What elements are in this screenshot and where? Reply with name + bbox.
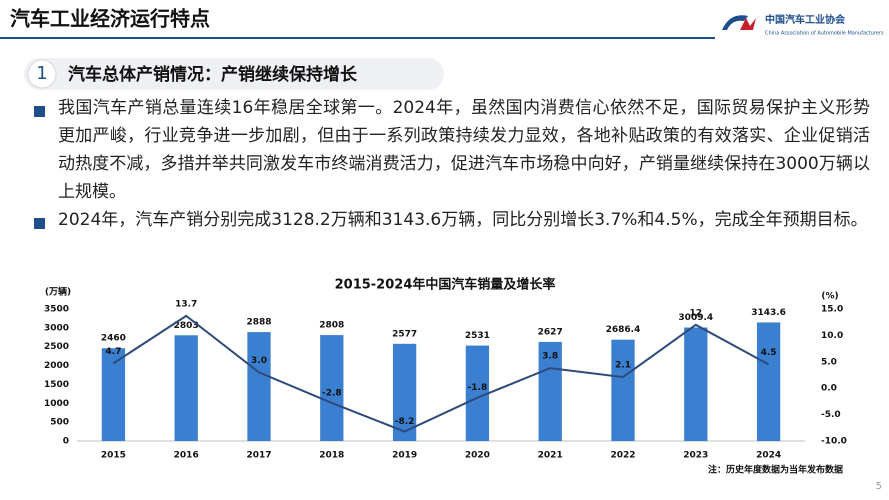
bar	[247, 332, 271, 441]
y2-tick-label: -5.0	[821, 410, 841, 420]
org-name-en: China Association of Automobile Manufact…	[765, 31, 884, 37]
bullet-marker	[34, 106, 45, 117]
logo-mark	[722, 15, 748, 30]
bar	[684, 327, 708, 441]
line-value-label: 4.5	[761, 348, 777, 358]
bar	[392, 343, 417, 441]
bar-value-label: 2888	[246, 318, 271, 328]
x-tick-label: 2021	[538, 451, 563, 461]
slide-title: 汽车工业经济运行特点	[10, 7, 210, 31]
bar-value-label: 2531	[465, 331, 490, 341]
org-name: 中国汽车工业协会	[765, 13, 845, 26]
bar-value-label: 2686.4	[606, 325, 641, 335]
line-value-label: 12	[690, 308, 703, 318]
section-title: 汽车总体产销情况：产销继续保持增长	[68, 64, 358, 85]
line-value-label: -2.8	[322, 388, 342, 398]
y2-tick-label: 0.0	[821, 384, 837, 394]
y-tick-label: 0	[63, 437, 69, 447]
line	[112, 314, 770, 433]
page-number: 5	[876, 481, 882, 492]
y-tick-label: 1500	[44, 380, 69, 390]
line-value-label: 2.1	[615, 361, 631, 371]
bullet-text: 我国汽车产销总量连续16年稳居全球第一。2024年，虽然国内消费信心依然不足，国…	[58, 98, 870, 202]
y2-tick-label: -10.0	[821, 437, 847, 447]
line-value-label: 3.0	[251, 356, 267, 366]
y2-tick-label: 10.0	[821, 331, 843, 341]
section-badge	[27, 59, 57, 89]
y-tick-label: 1000	[44, 399, 69, 409]
chart-title: 2015-2024年中国汽车销量及增长率	[335, 277, 556, 293]
line-value-label: -8.2	[395, 417, 415, 427]
section-number: 1	[36, 63, 47, 84]
chart-note: 注：历史年度数据为当年发布数据	[708, 464, 843, 476]
line-value-label: -1.8	[468, 383, 488, 393]
y-tick-label: 3500	[44, 305, 69, 315]
y-tick-label: 2500	[44, 342, 69, 352]
bar-value-label: 2627	[538, 327, 563, 337]
bar	[320, 335, 344, 441]
logo-mark	[740, 18, 756, 30]
line-value-label: 13.7	[175, 299, 197, 309]
x-tick-label: 2015	[101, 451, 126, 461]
x-tick-label: 2017	[246, 451, 271, 461]
bar-value-label: 2460	[101, 334, 126, 344]
line-value-label: 4.7	[105, 347, 121, 357]
x-tick-label: 2023	[683, 451, 708, 461]
bar	[101, 348, 126, 441]
bar	[465, 345, 490, 441]
bullet-marker	[34, 218, 45, 229]
bar	[611, 339, 635, 441]
y-tick-label: 500	[50, 418, 69, 428]
y-tick-label: 3000	[44, 323, 69, 333]
bar-value-label: 3009.4	[678, 313, 713, 323]
y2-axis-label: (%)	[821, 292, 838, 302]
bar	[538, 341, 562, 441]
section-band	[24, 58, 444, 90]
bar	[174, 335, 198, 441]
line-value-label: 3.8	[542, 352, 558, 362]
y2-tick-label: 15.0	[821, 305, 843, 315]
x-tick-label: 2022	[610, 451, 635, 461]
bar-value-label: 2803	[174, 321, 199, 331]
x-tick-label: 2020	[465, 451, 490, 461]
bar-value-label: 2577	[392, 329, 417, 339]
x-tick-label: 2018	[319, 451, 344, 461]
bar-value-label: 3143.6	[751, 308, 786, 318]
bar-value-label: 2808	[319, 321, 344, 331]
x-tick-label: 2016	[174, 451, 199, 461]
bar	[756, 322, 781, 441]
y2-tick-label: 5.0	[821, 357, 837, 367]
bullet-text: 2024年，汽车产销分别完成3128.2万辆和3143.6万辆，同比分别增长3.…	[58, 210, 868, 230]
x-tick-label: 2019	[392, 451, 417, 461]
y-axis-label: (万辆)	[45, 286, 71, 298]
x-tick-label: 2024	[756, 451, 781, 461]
y-tick-label: 2000	[44, 361, 69, 371]
